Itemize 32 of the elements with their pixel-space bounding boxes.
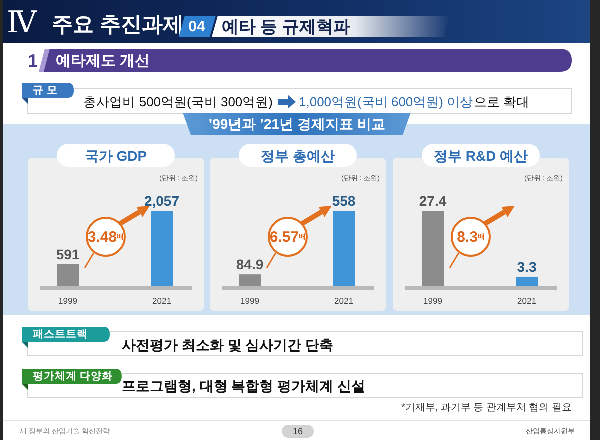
data-label: 591 xyxy=(56,246,80,262)
title: 정부 총예산 xyxy=(261,148,335,164)
x-tick-label: 1999 xyxy=(424,296,442,306)
text: 총사업비 500억원(국비 300억원) xyxy=(84,94,273,110)
text: 04 xyxy=(188,18,206,36)
data-label: 2,057 xyxy=(144,193,180,209)
data-label: 84.9 xyxy=(236,256,264,273)
text: ’99년과 ’21년 경제지표 비교 xyxy=(208,116,386,132)
text: 예타제도 개선 xyxy=(56,52,150,70)
text: Ⅳ xyxy=(7,6,38,40)
subtitle: 예타 등 규제혁파 xyxy=(222,18,350,36)
x-tick-label: 1999 xyxy=(58,296,78,306)
text: *기재부, 과기부 등 관계부처 협의 필요 xyxy=(401,402,572,414)
title: 주요 추진과제 xyxy=(52,14,184,36)
text: 1,000억원(국비 600억원) 이상 xyxy=(299,94,474,110)
text: 프로그램형, 대형 복합형 평가체계 신설 xyxy=(122,378,366,394)
data-label: 558 xyxy=(332,193,356,209)
x-tick-label: 2021 xyxy=(152,296,172,306)
text: 16 xyxy=(292,426,304,436)
text: 평가체계 다양화 xyxy=(33,370,113,382)
title: 국가 GDP xyxy=(84,148,148,164)
x-tick-label: 1999 xyxy=(240,296,260,306)
text: 1 xyxy=(28,51,38,71)
x-tick-label: 2021 xyxy=(334,296,354,306)
text: 사전평가 최소화 및 심사기간 단축 xyxy=(122,337,334,353)
x-tick-label: 2021 xyxy=(518,296,536,306)
data-label: 3.3 xyxy=(517,258,537,275)
title: 정부 R&D 예산 xyxy=(434,148,528,164)
data-label: 27.4 xyxy=(419,193,447,209)
text: 규 모 xyxy=(33,84,58,96)
text: 패스트트랙 xyxy=(33,328,88,340)
text: 으로 확대 xyxy=(474,94,530,110)
